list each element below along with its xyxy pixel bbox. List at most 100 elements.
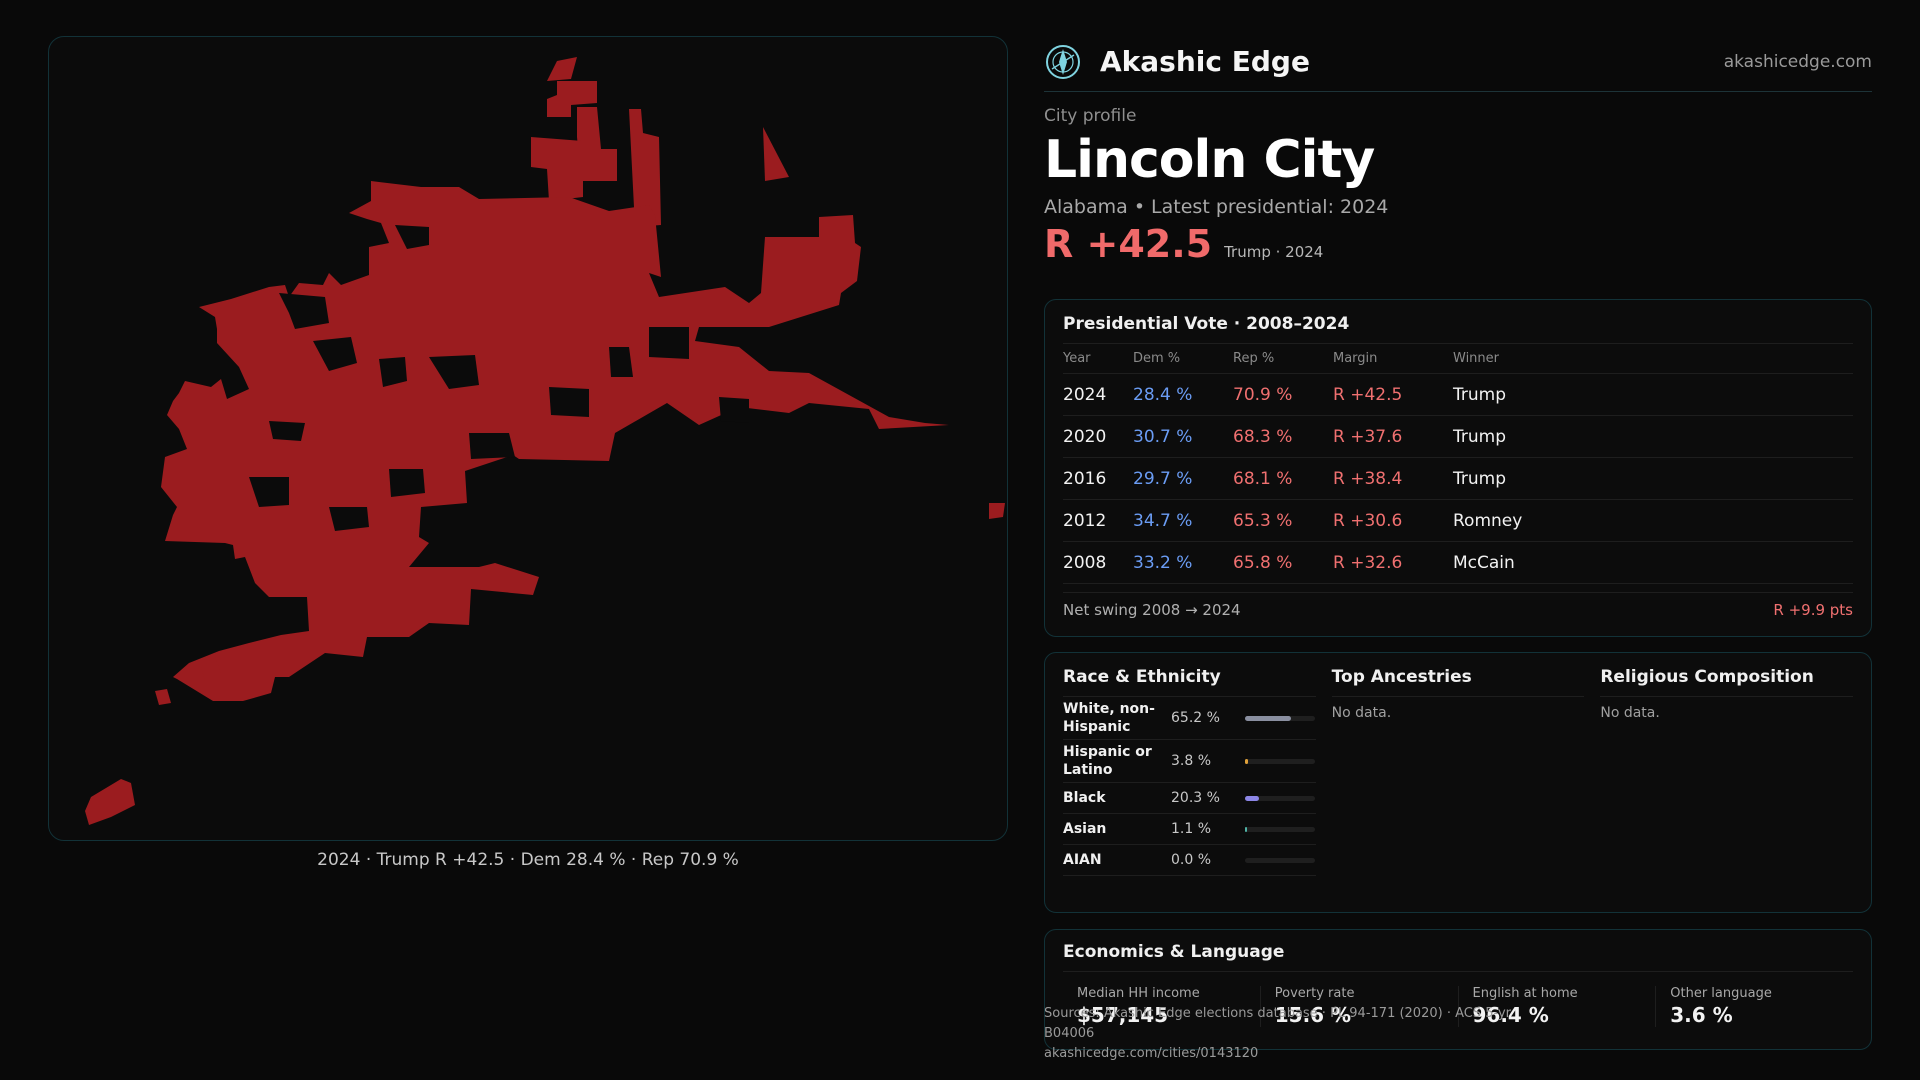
race-ethnicity-list: White, non-Hispanic 65.2 % Hispanic or L… xyxy=(1063,697,1316,876)
econ-cell: Poverty rate 15.6 % xyxy=(1259,986,1458,1027)
sources-footer: Sources: Akashic Edge elections database… xyxy=(1044,1004,1564,1064)
race-bar xyxy=(1245,795,1315,801)
page-eyebrow: City profile xyxy=(1044,106,1137,126)
table-row[interactable]: 2024 28.4 % 70.9 % R +42.5 Trump xyxy=(1063,373,1853,416)
econ-value: $57,145 xyxy=(1077,1003,1169,1027)
econ-value: 96.4 % xyxy=(1472,1003,1549,1027)
race-ethnicity-title: Race & Ethnicity xyxy=(1063,667,1316,697)
race-bar-fill xyxy=(1245,826,1248,832)
race-label: Black xyxy=(1063,790,1106,806)
ancestries-title: Top Ancestries xyxy=(1331,667,1585,697)
margin-value: R +42.5 xyxy=(1044,222,1213,266)
econ-label: English at home xyxy=(1472,986,1578,1001)
brand-name: Akashic Edge xyxy=(1100,45,1310,78)
race-pct: 1.1 % xyxy=(1171,821,1212,837)
city-boundary-shape xyxy=(85,57,1005,825)
table-row[interactable]: 2016 29.7 % 68.1 % R +38.4 Trump xyxy=(1063,457,1853,500)
race-bar xyxy=(1245,826,1315,832)
cell-dem: 33.2 % xyxy=(1133,541,1233,584)
cell-rep: 65.8 % xyxy=(1233,541,1333,584)
map-holes xyxy=(249,225,749,531)
race-label: Asian xyxy=(1063,821,1107,837)
table-row[interactable]: 2008 33.2 % 65.8 % R +32.6 McCain xyxy=(1063,541,1853,584)
column-header: Winner xyxy=(1453,344,1853,374)
list-item: Asian 1.1 % xyxy=(1063,814,1316,845)
cell-rep: 68.1 % xyxy=(1233,457,1333,500)
cell-winner: Trump xyxy=(1453,457,1853,500)
margin-note: Trump · 2024 xyxy=(1224,243,1324,261)
column-header: Dem % xyxy=(1133,344,1233,374)
cell-year: 2020 xyxy=(1063,415,1133,458)
table-row[interactable]: 2012 34.7 % 65.3 % R +30.6 Romney xyxy=(1063,499,1853,542)
sources-text: Sources: Akashic Edge elections database… xyxy=(1044,1006,1511,1041)
brand-url[interactable]: akashicedge.com xyxy=(1723,51,1872,72)
list-item: Black 20.3 % xyxy=(1063,783,1316,814)
profile-header: Akashic Edge akashicedge.com City profil… xyxy=(1044,36,1872,266)
map-caption: 2024 · Trump R +42.5 · Dem 28.4 % · Rep … xyxy=(317,850,739,870)
headline-margin: R +42.5 Trump · 2024 xyxy=(1044,222,1872,266)
ancestries-section: Top Ancestries No data. xyxy=(1331,667,1585,912)
econ-cell: English at home 96.4 % xyxy=(1457,986,1656,1027)
race-label: Hispanic or Latino xyxy=(1063,744,1152,778)
cell-year: 2024 xyxy=(1063,373,1133,416)
column-header: Year xyxy=(1063,344,1133,374)
list-item: White, non-Hispanic 65.2 % xyxy=(1063,697,1316,740)
city-boundary-map[interactable] xyxy=(49,37,1008,841)
cell-margin: R +42.5 xyxy=(1333,373,1453,416)
cell-winner: Trump xyxy=(1453,415,1853,458)
cell-rep: 65.3 % xyxy=(1233,499,1333,542)
economics-card: Economics & Language Median HH income $5… xyxy=(1044,929,1872,1050)
race-ethnicity-section: Race & Ethnicity White, non-Hispanic 65.… xyxy=(1063,667,1316,912)
net-swing-label: Net swing 2008 → 2024 xyxy=(1063,601,1241,619)
race-pct: 65.2 % xyxy=(1171,710,1220,726)
race-bar xyxy=(1245,857,1315,863)
table-row[interactable]: 2020 30.7 % 68.3 % R +37.6 Trump xyxy=(1063,415,1853,458)
economics-grid: Median HH income $57,145 Poverty rate 15… xyxy=(1063,986,1853,1027)
list-item: AIAN 0.0 % xyxy=(1063,845,1316,876)
presidential-vote-card: Presidential Vote · 2008–2024 Year Dem %… xyxy=(1044,299,1872,637)
cell-dem: 29.7 % xyxy=(1133,457,1233,500)
column-header: Rep % xyxy=(1233,344,1333,374)
race-bar xyxy=(1245,715,1315,721)
list-item: Hispanic or Latino 3.8 % xyxy=(1063,740,1316,783)
cell-year: 2016 xyxy=(1063,457,1133,500)
race-bar-fill xyxy=(1245,715,1291,721)
ancestries-empty: No data. xyxy=(1331,705,1392,721)
cell-winner: Trump xyxy=(1453,373,1853,416)
cell-dem: 28.4 % xyxy=(1133,373,1233,416)
demographics-card: Race & Ethnicity White, non-Hispanic 65.… xyxy=(1044,652,1872,913)
econ-cell: Other language 3.6 % xyxy=(1655,986,1853,1027)
econ-label: Poverty rate xyxy=(1274,986,1355,1001)
econ-label: Median HH income xyxy=(1077,986,1200,1001)
cell-dem: 34.7 % xyxy=(1133,499,1233,542)
net-swing-row: Net swing 2008 → 2024 R +9.9 pts xyxy=(1063,592,1853,619)
brand[interactable]: Akashic Edge xyxy=(1044,43,1310,81)
cell-margin: R +32.6 xyxy=(1333,541,1453,584)
map-panel[interactable] xyxy=(48,36,1008,841)
presidential-vote-table: Year Dem % Rep % Margin Winner 2024 28.4… xyxy=(1063,344,1853,584)
race-bar-fill xyxy=(1245,795,1260,801)
race-bar-fill xyxy=(1245,758,1248,764)
page-subtitle: Alabama • Latest presidential: 2024 xyxy=(1044,196,1389,218)
compass-icon xyxy=(1046,44,1080,79)
cell-year: 2008 xyxy=(1063,541,1133,584)
religion-section: Religious Composition No data. xyxy=(1600,667,1854,912)
table-header-row: Year Dem % Rep % Margin Winner xyxy=(1063,344,1853,374)
econ-label: Other language xyxy=(1670,986,1772,1001)
cell-winner: Romney xyxy=(1453,499,1853,542)
econ-cell: Median HH income $57,145 xyxy=(1063,986,1260,1027)
presidential-vote-title: Presidential Vote · 2008–2024 xyxy=(1063,314,1853,344)
economics-title: Economics & Language xyxy=(1063,942,1853,972)
race-pct: 20.3 % xyxy=(1171,790,1220,806)
econ-value: 3.6 % xyxy=(1670,1003,1733,1027)
net-swing-value: R +9.9 pts xyxy=(1773,601,1853,619)
column-header: Margin xyxy=(1333,344,1453,374)
religion-title: Religious Composition xyxy=(1600,667,1854,697)
source-url-link[interactable]: akashicedge.com/cities/0143120 xyxy=(1044,1046,1259,1061)
econ-value: 15.6 % xyxy=(1274,1003,1352,1027)
race-bar xyxy=(1245,758,1315,764)
cell-margin: R +37.6 xyxy=(1333,415,1453,458)
cell-dem: 30.7 % xyxy=(1133,415,1233,458)
religion-empty: No data. xyxy=(1600,705,1660,721)
race-pct: 3.8 % xyxy=(1171,753,1212,769)
